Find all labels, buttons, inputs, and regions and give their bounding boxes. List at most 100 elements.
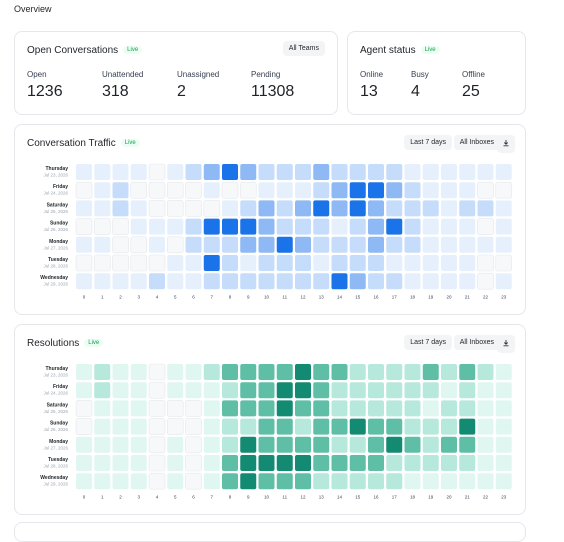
hour-label: 21 <box>465 294 471 299</box>
title-text: Agent status <box>360 45 416 56</box>
heat-cell <box>349 200 366 217</box>
heat-cell <box>222 273 238 290</box>
heat-cell <box>313 400 330 417</box>
heat-cell <box>331 273 348 290</box>
hour-label: 10 <box>264 494 270 499</box>
heat-cell <box>240 436 257 453</box>
hour-label: 2 <box>119 494 122 499</box>
filter-button[interactable]: All Inboxes <box>453 135 500 150</box>
heat-cell <box>148 163 166 181</box>
heat-cell <box>222 473 238 490</box>
heat-cell <box>477 418 494 435</box>
heat-cell <box>203 455 220 471</box>
row-date: Jul 24, 2026 <box>43 191 68 196</box>
row-date: Jul 23, 2026 <box>43 173 68 178</box>
heat-cell <box>112 254 129 272</box>
heat-cell <box>441 236 457 253</box>
heat-cell <box>349 182 366 199</box>
heat-cell <box>331 218 348 235</box>
heat-cell <box>368 382 384 399</box>
heat-cell <box>331 400 348 417</box>
heat-cell <box>93 218 111 235</box>
heat-cell <box>477 236 494 253</box>
heat-cell <box>441 364 457 380</box>
heat-cell <box>313 164 330 180</box>
filter-button[interactable]: All Inboxes <box>453 335 500 350</box>
row-date: Jul 24, 2026 <box>43 391 68 396</box>
heat-cell <box>422 164 439 180</box>
heat-cell <box>222 236 238 253</box>
heat-cell <box>386 218 403 235</box>
heat-cell <box>368 273 384 290</box>
heat-cell <box>276 473 293 490</box>
heat-cell <box>203 382 220 399</box>
team-filter[interactable]: All Teams <box>282 41 325 56</box>
heat-cell <box>149 273 165 290</box>
heat-cell <box>112 436 129 453</box>
heat-cell <box>258 418 275 435</box>
hour-label: 5 <box>174 494 177 499</box>
heat-cell <box>295 455 311 471</box>
heat-cell <box>422 200 439 217</box>
heat-cell <box>112 364 129 380</box>
stat: Offline 25 <box>462 70 485 101</box>
heat-cell <box>349 218 366 235</box>
heat-cell <box>477 382 494 399</box>
heat-cell <box>349 164 366 180</box>
heat-cell <box>404 455 421 471</box>
heat-cell <box>130 218 147 235</box>
live-badge: Live <box>420 46 440 55</box>
heat-cell <box>203 236 220 253</box>
hour-label: 17 <box>392 294 398 299</box>
heat-cell <box>368 455 384 471</box>
hour-label: 20 <box>446 294 452 299</box>
heat-cell <box>495 455 512 471</box>
heat-cell <box>258 200 275 217</box>
heat-cell <box>185 255 202 271</box>
heat-cell <box>185 472 202 490</box>
heat-cell <box>167 382 184 399</box>
heat-cell <box>222 200 238 217</box>
stat-value: 318 <box>102 83 129 100</box>
heat-cell <box>76 236 92 253</box>
heat-cell <box>331 455 348 471</box>
heat-cell <box>94 200 111 217</box>
heat-cell <box>185 382 202 399</box>
row-day: Tuesday <box>48 457 68 463</box>
heat-cell <box>222 382 238 399</box>
heat-cell <box>185 364 202 380</box>
heat-cell <box>112 382 129 399</box>
heat-cell <box>313 455 330 471</box>
hour-label: 22 <box>483 294 489 299</box>
heat-cell <box>441 382 457 399</box>
filter-button[interactable]: Last 7 days <box>404 335 452 350</box>
hour-label: 4 <box>156 294 159 299</box>
heat-cell <box>185 218 202 235</box>
heat-cell <box>441 436 457 453</box>
heat-cell <box>240 200 257 217</box>
hour-label: 21 <box>465 494 471 499</box>
heat-cell <box>112 418 129 435</box>
heat-cell <box>75 218 93 235</box>
heat-cell <box>112 473 129 490</box>
heat-cell <box>295 273 311 290</box>
heat-cell <box>404 436 421 453</box>
heat-cell <box>404 473 421 490</box>
heat-cell <box>258 236 275 253</box>
filter-button[interactable]: Last 7 days <box>404 135 452 150</box>
hour-label: 22 <box>483 494 489 499</box>
heat-cell <box>331 200 348 217</box>
heat-cell <box>386 400 403 417</box>
heat-cell <box>240 255 257 271</box>
download-button[interactable] <box>497 135 515 153</box>
heat-cell <box>441 182 457 199</box>
heat-cell <box>495 218 512 235</box>
hour-label: 9 <box>247 494 250 499</box>
heat-cell <box>477 218 494 235</box>
heat-cell <box>477 436 494 453</box>
download-button[interactable] <box>497 335 515 353</box>
heat-cell <box>185 418 202 435</box>
heat-cell <box>76 200 92 217</box>
heat-cell <box>167 436 184 453</box>
